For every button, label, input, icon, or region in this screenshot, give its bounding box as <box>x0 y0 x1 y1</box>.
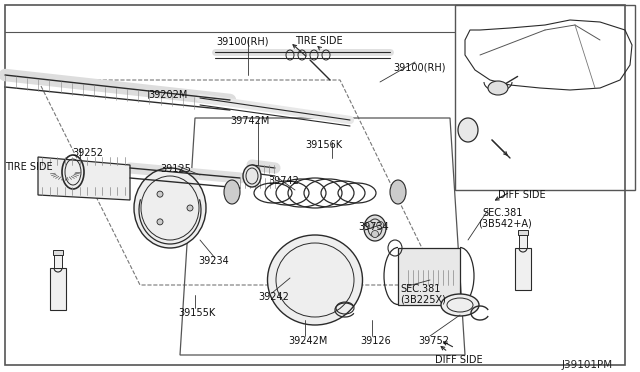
Ellipse shape <box>458 118 478 142</box>
Text: 39234: 39234 <box>198 256 228 266</box>
Ellipse shape <box>441 294 479 316</box>
Bar <box>455 5 635 190</box>
Bar <box>54 254 62 268</box>
Ellipse shape <box>224 180 240 204</box>
Bar <box>515 248 531 290</box>
Ellipse shape <box>366 221 373 228</box>
Text: 39156K: 39156K <box>305 140 342 150</box>
Bar <box>53 250 63 255</box>
Ellipse shape <box>364 215 386 241</box>
Text: 39100(RH): 39100(RH) <box>216 36 269 46</box>
Text: 39125: 39125 <box>160 164 191 174</box>
Ellipse shape <box>377 221 384 228</box>
Text: 39242M: 39242M <box>288 336 328 346</box>
Text: SEC.381: SEC.381 <box>400 284 440 294</box>
Text: 39242: 39242 <box>258 292 289 302</box>
Text: 39742: 39742 <box>268 176 299 186</box>
Text: 39252: 39252 <box>72 148 103 158</box>
Text: 39202M: 39202M <box>148 90 188 100</box>
Ellipse shape <box>488 81 508 95</box>
Polygon shape <box>398 248 460 305</box>
Text: J39101PM: J39101PM <box>562 360 613 370</box>
Ellipse shape <box>187 205 193 211</box>
Text: 39155K: 39155K <box>178 308 215 318</box>
Text: TIRE SIDE: TIRE SIDE <box>295 36 342 46</box>
Text: 39126: 39126 <box>360 336 391 346</box>
Text: (3B225X): (3B225X) <box>400 294 446 304</box>
Ellipse shape <box>157 191 163 197</box>
Text: TIRE SIDE: TIRE SIDE <box>5 162 52 172</box>
Ellipse shape <box>268 235 362 325</box>
Ellipse shape <box>390 180 406 204</box>
Ellipse shape <box>134 168 206 248</box>
Text: SEC.381: SEC.381 <box>482 208 522 218</box>
Polygon shape <box>38 157 130 200</box>
Text: DIFF SIDE: DIFF SIDE <box>435 355 483 365</box>
Bar <box>519 234 527 248</box>
Text: 39734: 39734 <box>358 222 388 232</box>
Ellipse shape <box>371 231 378 237</box>
Bar <box>518 230 528 235</box>
Ellipse shape <box>243 165 261 187</box>
Text: (3B542+A): (3B542+A) <box>478 218 532 228</box>
Ellipse shape <box>157 219 163 225</box>
Text: 39752: 39752 <box>418 336 449 346</box>
Text: DIFF SIDE: DIFF SIDE <box>498 190 546 200</box>
Text: 39742M: 39742M <box>230 116 269 126</box>
Bar <box>50 268 66 310</box>
Text: 39100(RH): 39100(RH) <box>393 62 445 72</box>
